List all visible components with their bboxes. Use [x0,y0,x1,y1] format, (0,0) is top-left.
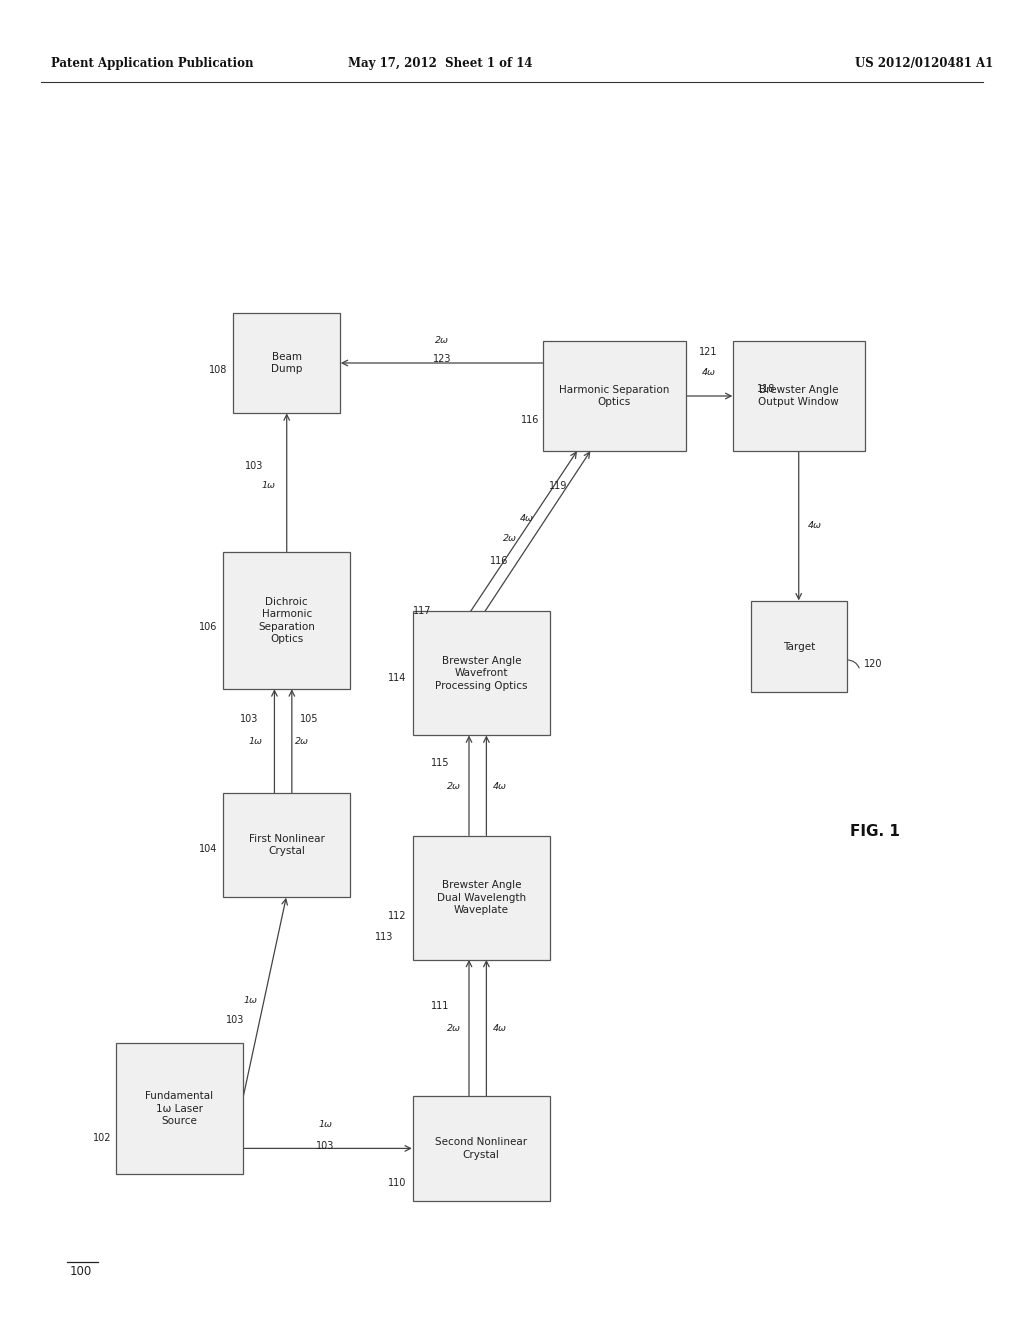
Text: 1ω: 1ω [318,1121,333,1129]
Text: 117: 117 [413,606,431,616]
Text: 123: 123 [433,354,452,364]
Text: Patent Application Publication: Patent Application Publication [51,57,254,70]
Text: 115: 115 [431,758,450,768]
Text: 100: 100 [70,1265,92,1278]
Text: 103: 103 [245,461,263,471]
Text: 4ω: 4ω [808,521,822,529]
Text: 121: 121 [699,347,718,358]
FancyBboxPatch shape [116,1043,243,1175]
FancyBboxPatch shape [223,792,350,898]
Text: Brewster Angle
Output Window: Brewster Angle Output Window [759,385,839,407]
Text: First Nonlinear
Crystal: First Nonlinear Crystal [249,834,325,855]
Text: 119: 119 [549,480,567,491]
FancyBboxPatch shape [413,611,550,735]
FancyBboxPatch shape [751,602,847,692]
Text: Brewster Angle
Wavefront
Processing Optics: Brewster Angle Wavefront Processing Opti… [435,656,527,690]
Text: 1ω: 1ω [249,738,263,746]
Text: Brewster Angle
Dual Wavelength
Waveplate: Brewster Angle Dual Wavelength Waveplate [436,880,526,915]
Text: 2ω: 2ω [435,337,450,345]
Text: 1ω: 1ω [244,997,258,1005]
Text: Fundamental
1ω Laser
Source: Fundamental 1ω Laser Source [145,1092,213,1126]
Text: Harmonic Separation
Optics: Harmonic Separation Optics [559,385,670,407]
Text: 2ω: 2ω [446,783,461,791]
Text: 103: 103 [226,1015,245,1026]
Text: FIG. 1: FIG. 1 [850,824,900,840]
Text: Dichroic
Harmonic
Separation
Optics: Dichroic Harmonic Separation Optics [258,597,315,644]
Text: 116: 116 [521,414,540,425]
Text: 103: 103 [240,714,258,725]
Text: 2ω: 2ω [503,535,517,543]
Text: 111: 111 [431,1001,450,1011]
Text: 113: 113 [375,932,393,942]
FancyBboxPatch shape [413,836,550,960]
Text: 106: 106 [199,622,217,632]
Text: 4ω: 4ω [519,515,534,523]
Text: May 17, 2012  Sheet 1 of 14: May 17, 2012 Sheet 1 of 14 [348,57,532,70]
FancyBboxPatch shape [733,341,864,451]
Text: 4ω: 4ω [701,368,716,376]
Text: 105: 105 [300,714,318,725]
FancyBboxPatch shape [223,552,350,689]
Text: 4ω: 4ω [493,1024,507,1032]
Text: 116: 116 [489,556,508,566]
Text: 104: 104 [199,843,217,854]
FancyBboxPatch shape [413,1096,550,1201]
Text: 114: 114 [388,673,407,684]
Text: 103: 103 [316,1140,335,1151]
Text: 102: 102 [93,1133,112,1143]
Text: Beam
Dump: Beam Dump [271,352,302,374]
Text: 120: 120 [864,659,883,669]
Text: 118: 118 [757,384,775,395]
Text: 112: 112 [388,911,407,921]
FancyBboxPatch shape [233,313,340,413]
Text: 108: 108 [209,364,227,375]
Text: US 2012/0120481 A1: US 2012/0120481 A1 [855,57,993,70]
Text: 2ω: 2ω [446,1024,461,1032]
Text: 4ω: 4ω [493,783,507,791]
Text: Second Nonlinear
Crystal: Second Nonlinear Crystal [435,1138,527,1159]
Text: 110: 110 [388,1177,407,1188]
Text: Target: Target [782,642,815,652]
FancyBboxPatch shape [543,341,686,451]
Text: 2ω: 2ω [295,738,309,746]
Text: 1ω: 1ω [261,482,275,490]
